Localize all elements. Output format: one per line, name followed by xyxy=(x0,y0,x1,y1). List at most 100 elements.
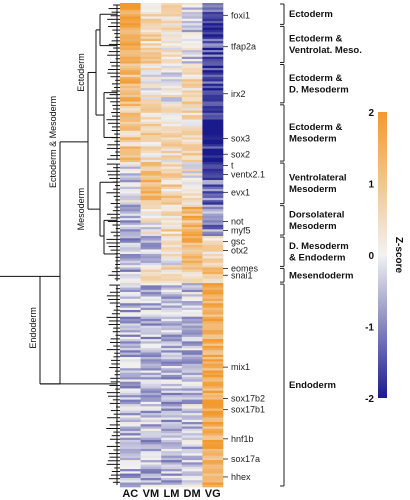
heatmap-cell xyxy=(140,41,162,44)
heatmap-cell xyxy=(161,287,183,291)
heatmap-cell xyxy=(120,245,141,248)
heatmap-cell xyxy=(181,144,203,147)
heatmap-cell xyxy=(120,278,141,282)
heatmap-cell xyxy=(161,23,183,26)
heatmap-cell xyxy=(161,110,183,114)
heatmap-cell xyxy=(161,271,183,275)
heatmap-cell xyxy=(161,258,183,262)
heatmap-cell xyxy=(181,287,203,291)
heatmap-cell xyxy=(202,392,224,396)
heatmap-cell xyxy=(140,253,162,257)
heatmap-cell xyxy=(140,144,162,147)
heatmap-cell xyxy=(202,25,224,28)
colorbar-title: Z-score xyxy=(393,237,404,274)
heatmap-cell xyxy=(140,267,162,270)
heatmap-cell xyxy=(140,182,162,185)
heatmap-cell xyxy=(202,444,224,448)
heatmap-cell xyxy=(202,9,224,13)
heatmap-cell xyxy=(181,128,203,132)
heatmap-cell xyxy=(140,484,162,488)
heatmap-cell xyxy=(120,85,141,89)
heatmap-cell xyxy=(120,446,141,450)
heatmap-cell xyxy=(202,231,224,235)
heatmap-cell xyxy=(140,397,162,400)
column-label: VG xyxy=(205,488,221,500)
heatmap-cell xyxy=(120,377,141,380)
heatmap-cell xyxy=(120,32,141,35)
heatmap-cell xyxy=(140,206,162,210)
heatmap-cell xyxy=(161,166,183,170)
heatmap-cell xyxy=(120,88,141,91)
heatmap-cell xyxy=(202,177,224,181)
heatmap-cell xyxy=(181,124,203,127)
heatmap-cell xyxy=(202,419,224,423)
heatmap-cell xyxy=(202,211,224,214)
heatmap-cell xyxy=(202,285,224,288)
heatmap-cell xyxy=(161,164,183,167)
heatmap-cell xyxy=(140,287,162,291)
heatmap-cell xyxy=(120,350,141,353)
heatmap-cell xyxy=(202,202,224,206)
heatmap-cell xyxy=(140,314,162,318)
heatmap-cell xyxy=(140,332,162,335)
heatmap-cell xyxy=(202,321,224,324)
heatmap-cell xyxy=(181,18,203,22)
heatmap-cell xyxy=(161,314,183,318)
heatmap-cell xyxy=(140,348,162,351)
heatmap-cell xyxy=(202,184,224,188)
heatmap-cell xyxy=(202,236,224,239)
heatmap-cell xyxy=(140,164,162,167)
heatmap-cell xyxy=(161,240,183,244)
heatmap-cell xyxy=(202,312,224,315)
heatmap-cell xyxy=(181,383,203,387)
heatmap-cell xyxy=(120,433,141,436)
heatmap-cell xyxy=(181,34,203,37)
heatmap-cell xyxy=(161,276,183,279)
heatmap-cell xyxy=(161,424,183,427)
heatmap-cell xyxy=(161,341,183,344)
gene-label: hnf1b xyxy=(231,434,254,444)
heatmap-cell xyxy=(181,258,203,262)
heatmap-cell xyxy=(181,97,203,100)
heatmap-cell xyxy=(202,139,224,143)
heatmap-cell xyxy=(202,38,224,42)
heatmap-cell xyxy=(161,383,183,387)
heatmap-cell xyxy=(202,256,224,259)
heatmap-cell xyxy=(202,475,224,479)
heatmap-cell xyxy=(140,148,162,152)
heatmap-cell xyxy=(120,240,141,244)
heatmap-cell xyxy=(161,45,183,49)
heatmap-cell xyxy=(120,372,141,376)
heatmap-cell xyxy=(120,141,141,145)
heatmap-cell xyxy=(181,20,203,24)
heatmap-cell xyxy=(161,410,183,414)
heatmap-cell xyxy=(202,16,224,20)
heatmap-cell xyxy=(120,65,141,69)
heatmap-cell xyxy=(120,3,141,6)
heatmap-cell xyxy=(140,401,162,405)
heatmap-cell xyxy=(120,406,141,409)
heatmap-cell xyxy=(140,296,162,300)
heatmap-cell xyxy=(161,473,183,477)
heatmap-cell xyxy=(140,153,162,156)
heatmap-cell xyxy=(181,103,203,107)
heatmap-cell xyxy=(202,399,224,403)
heatmap-cell xyxy=(120,204,141,208)
heatmap-cell xyxy=(161,296,183,300)
heatmap-cell xyxy=(120,442,141,445)
heatmap-cell xyxy=(140,448,162,452)
heatmap-cell xyxy=(161,260,183,264)
heatmap-cell xyxy=(140,298,162,302)
heatmap-cell xyxy=(181,220,203,223)
heatmap-cell xyxy=(181,110,203,114)
heatmap-cell xyxy=(181,249,203,253)
heatmap-cell xyxy=(202,448,224,452)
heatmap-cell xyxy=(140,166,162,170)
heatmap-cell xyxy=(140,72,162,76)
heatmap-cell xyxy=(202,388,224,391)
heatmap-cell xyxy=(120,117,141,120)
heatmap-cell xyxy=(181,159,203,163)
heatmap-cell xyxy=(140,307,162,311)
heatmap-cell xyxy=(181,433,203,436)
heatmap-cell xyxy=(120,34,141,37)
